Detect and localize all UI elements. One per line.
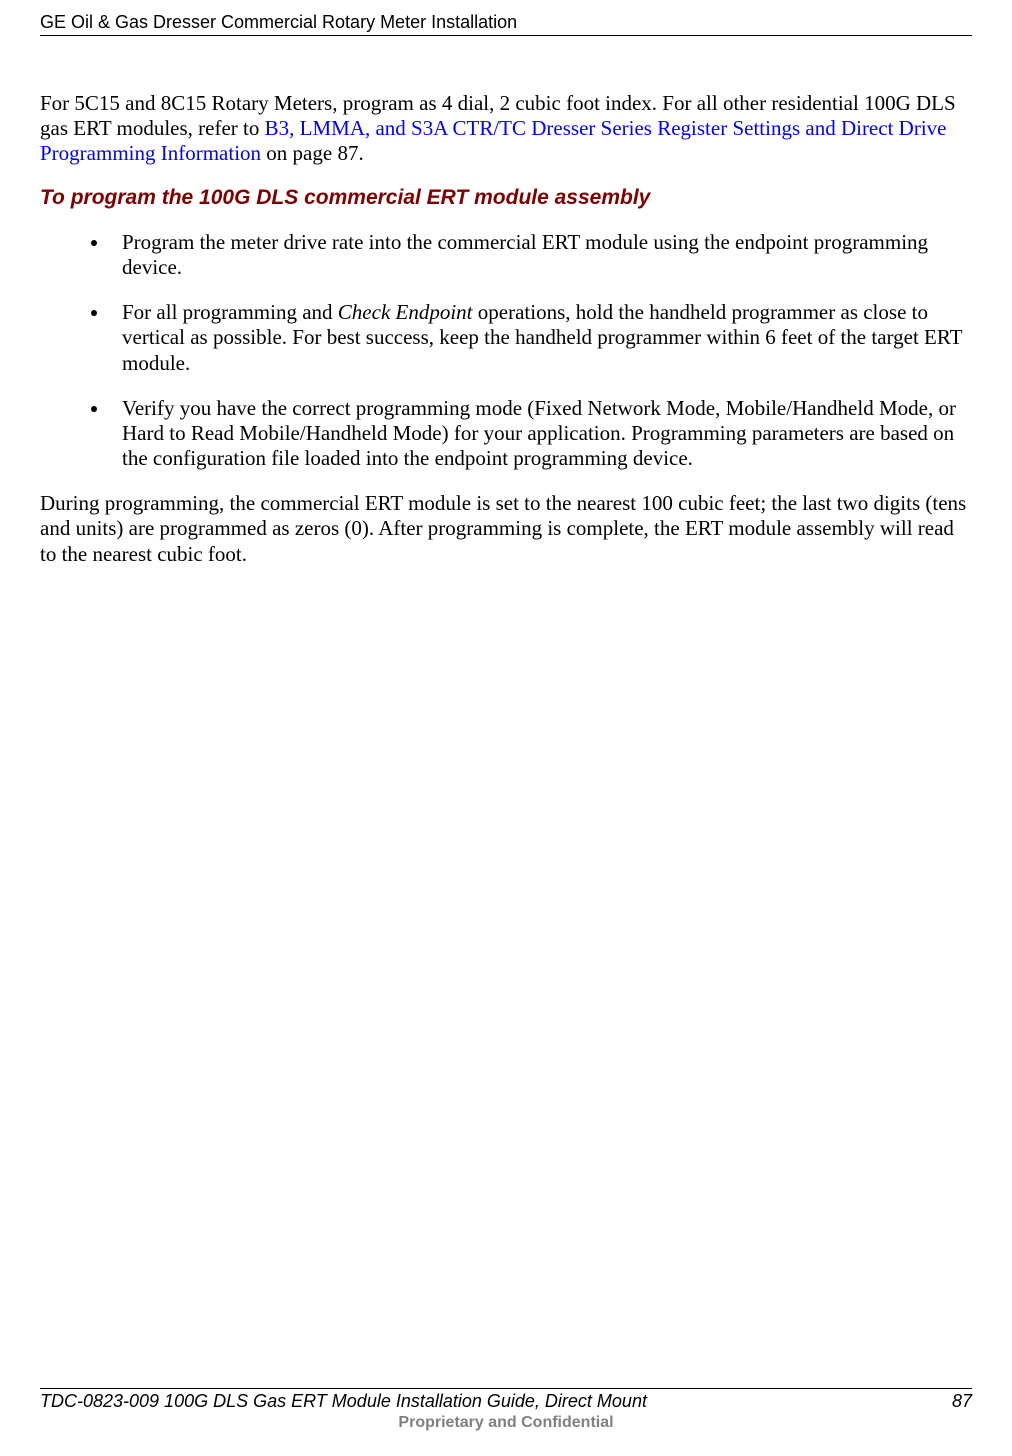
bullet-text: Verify you have the correct programming … xyxy=(122,396,956,470)
page: GE Oil & Gas Dresser Commercial Rotary M… xyxy=(0,0,1012,1456)
list-item: Verify you have the correct programming … xyxy=(110,396,972,472)
closing-paragraph: During programming, the commercial ERT m… xyxy=(40,491,972,567)
page-content: For 5C15 and 8C15 Rotary Meters, program… xyxy=(40,36,972,567)
list-item: For all programming and Check Endpoint o… xyxy=(110,300,972,376)
footer-confidential: Proprietary and Confidential xyxy=(40,1414,972,1432)
bullet-text: Program the meter drive rate into the co… xyxy=(122,230,928,279)
bullet-text-pre: For all programming and xyxy=(122,300,338,324)
page-header: GE Oil & Gas Dresser Commercial Rotary M… xyxy=(40,0,972,36)
section-heading: To program the 100G DLS commercial ERT m… xyxy=(40,185,972,210)
list-item: Program the meter drive rate into the co… xyxy=(110,230,972,280)
bullet-list: Program the meter drive rate into the co… xyxy=(40,230,972,472)
header-title: GE Oil & Gas Dresser Commercial Rotary M… xyxy=(40,12,972,33)
bullet-text-em: Check Endpoint xyxy=(338,300,473,324)
intro-paragraph: For 5C15 and 8C15 Rotary Meters, program… xyxy=(40,91,972,167)
footer-line-1: TDC-0823-009 100G DLS Gas ERT Module Ins… xyxy=(40,1391,972,1412)
page-footer: TDC-0823-009 100G DLS Gas ERT Module Ins… xyxy=(40,1388,972,1432)
footer-doc-id: TDC-0823-009 100G DLS Gas ERT Module Ins… xyxy=(40,1391,647,1412)
intro-text-post: on page 87. xyxy=(261,141,364,165)
footer-rule xyxy=(40,1388,972,1389)
footer-page-number: 87 xyxy=(952,1391,972,1412)
